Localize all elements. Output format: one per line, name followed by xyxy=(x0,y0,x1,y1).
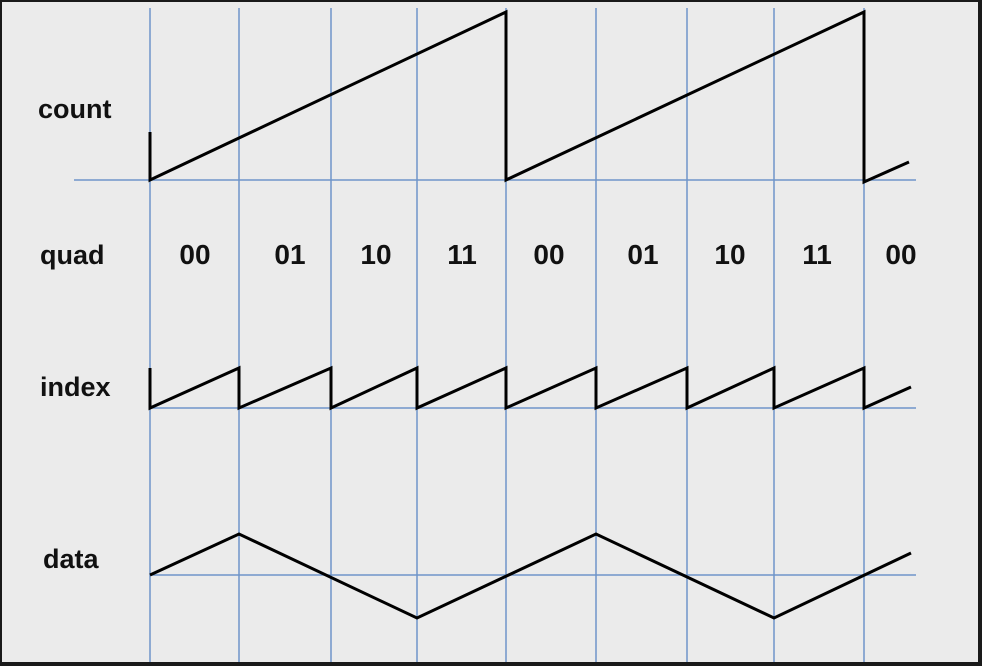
index-waveform xyxy=(148,365,912,411)
quad-labels: 00 01 10 11 00 01 10 11 00 xyxy=(179,239,916,270)
label-index: index xyxy=(40,372,111,402)
quad-value-label: 00 xyxy=(885,239,916,270)
data-waveform xyxy=(149,532,912,620)
quad-value-label: 00 xyxy=(179,239,210,270)
grid-lines xyxy=(74,8,916,662)
label-data: data xyxy=(43,544,100,574)
quad-value-label: 01 xyxy=(627,239,658,270)
quad-value-label: 00 xyxy=(533,239,564,270)
label-count: count xyxy=(38,94,112,124)
waveforms xyxy=(148,9,912,620)
count-waveform xyxy=(148,9,910,185)
quad-value-label: 01 xyxy=(274,239,305,270)
quad-value-label: 11 xyxy=(447,239,477,270)
quad-value-label: 10 xyxy=(360,239,391,270)
quad-value-label: 10 xyxy=(714,239,745,270)
label-quad: quad xyxy=(40,240,105,270)
quad-value-label: 11 xyxy=(802,239,832,270)
